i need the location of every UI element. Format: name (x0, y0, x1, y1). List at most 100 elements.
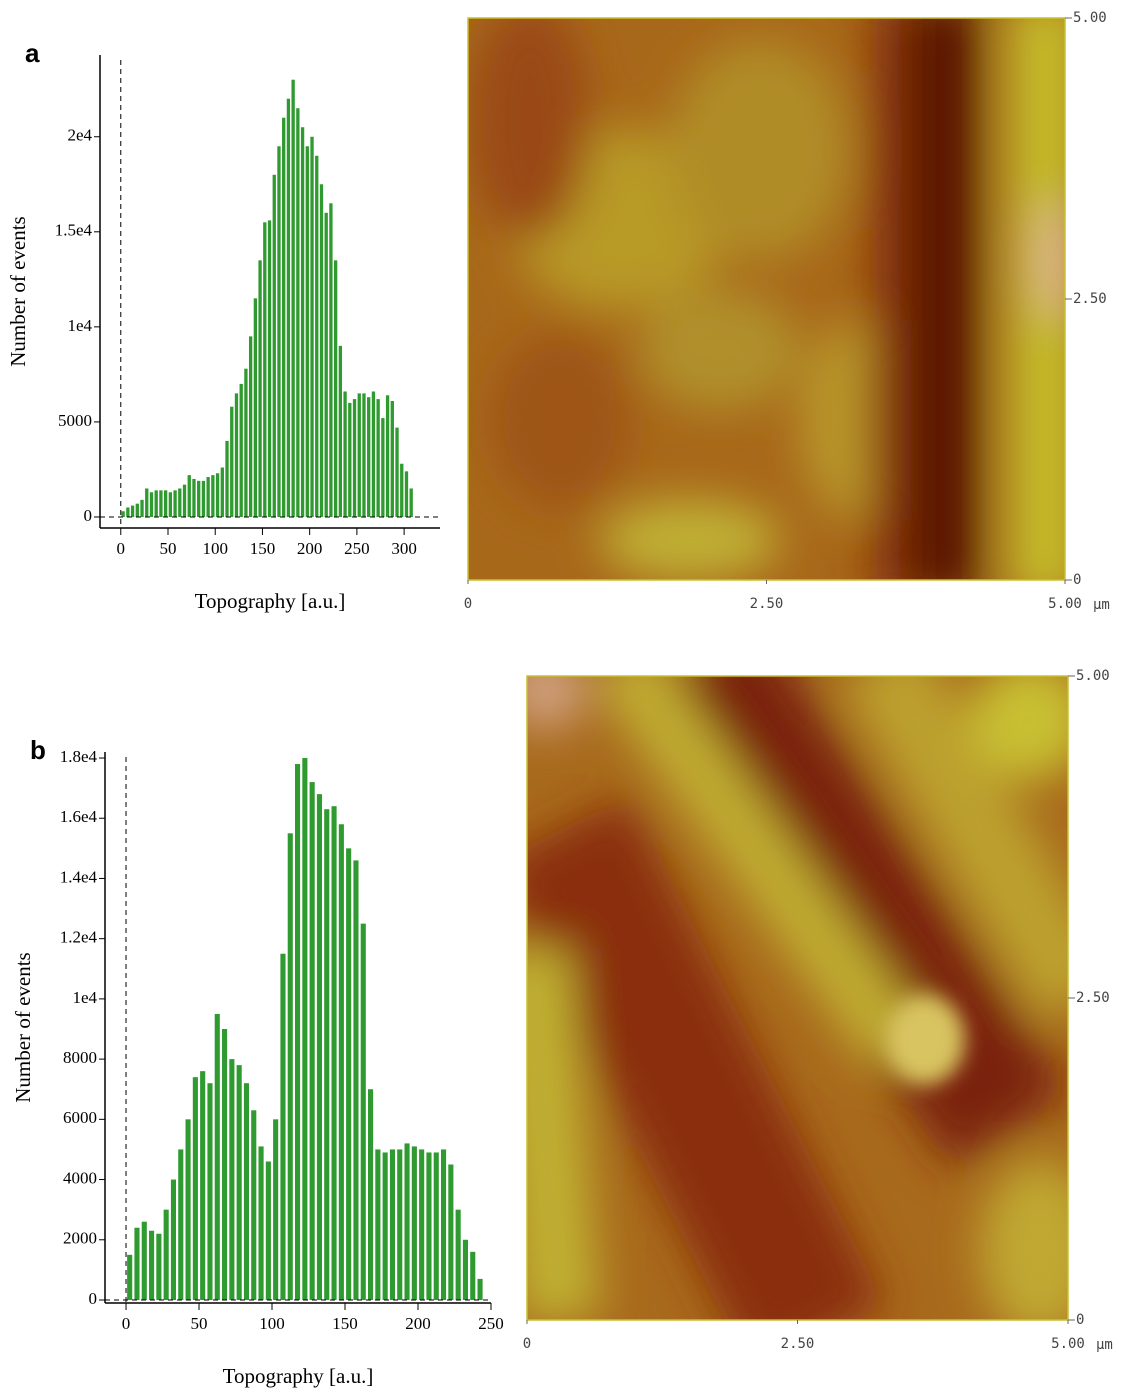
bar (207, 1083, 213, 1300)
bar (426, 1152, 432, 1300)
bar (215, 473, 220, 517)
bar (455, 1209, 461, 1300)
bar (267, 220, 272, 517)
afm-image-a (468, 18, 1065, 580)
bar (154, 490, 158, 517)
y-tick-label: 1.5e4 (55, 221, 93, 240)
y-tick-label: 1.6e4 (60, 807, 98, 826)
bar (263, 222, 267, 517)
bar (315, 155, 319, 517)
bar (300, 127, 305, 517)
y-tick-label: 6000 (63, 1108, 97, 1127)
x-tick-label: 50 (191, 1314, 208, 1333)
bar (265, 1161, 271, 1300)
y-tick-label: 5.00 (1076, 668, 1110, 684)
y-tick-label: 1e4 (67, 316, 92, 335)
bar (310, 136, 314, 517)
bar (316, 794, 323, 1300)
bar (225, 440, 229, 517)
x-unit: µm (1093, 597, 1110, 613)
y-tick-label: 5.00 (1073, 10, 1107, 26)
panel-label: a (25, 38, 40, 68)
bar (141, 1221, 147, 1300)
bar (222, 1029, 228, 1300)
bar (163, 1209, 169, 1300)
x-tick-label: 5.00 (1051, 1336, 1085, 1352)
bar (187, 475, 191, 517)
bar (206, 477, 210, 517)
bar (229, 1059, 235, 1300)
bar (273, 1119, 279, 1300)
y-tick-label: 8000 (63, 1048, 97, 1067)
bar (214, 1013, 220, 1300)
bar (230, 406, 234, 517)
bar (404, 471, 409, 517)
bar (397, 1149, 403, 1300)
bar (338, 345, 343, 517)
bar (197, 480, 201, 517)
afm-image-b (527, 676, 1068, 1320)
x-tick-label: 50 (160, 539, 177, 558)
bar (404, 1143, 410, 1300)
bar (333, 260, 338, 517)
x-tick-label: 250 (478, 1314, 504, 1333)
x-tick-label: 2.50 (750, 596, 784, 612)
bar (173, 490, 177, 517)
bar (258, 1146, 264, 1300)
x-tick-label: 0 (117, 539, 126, 558)
bar (211, 475, 215, 517)
bar (440, 1149, 447, 1300)
bar (470, 1251, 476, 1300)
bar (201, 480, 206, 517)
bar (324, 212, 328, 517)
x-axis-title: Topography [a.u.] (223, 1364, 374, 1388)
bar (360, 923, 366, 1300)
y-tick-label: 1e4 (72, 988, 97, 1007)
bar (411, 1146, 417, 1300)
bar (295, 764, 301, 1300)
bar (309, 782, 315, 1300)
bar (163, 490, 168, 517)
panel-label: b (30, 735, 46, 765)
bar (346, 848, 352, 1300)
bar (130, 505, 135, 517)
bar (385, 395, 390, 517)
y-tick-label: 2e4 (67, 126, 92, 145)
bar (329, 203, 333, 517)
bar (121, 511, 125, 517)
bar (286, 98, 291, 517)
y-tick-label: 5000 (58, 411, 92, 430)
bar (192, 478, 196, 517)
bar (448, 1164, 454, 1300)
bar (331, 806, 337, 1300)
bar (244, 368, 248, 517)
bar (296, 108, 300, 517)
y-tick-label: 4000 (63, 1168, 97, 1187)
bar (367, 397, 371, 517)
bar (134, 1227, 140, 1300)
bar (382, 1152, 388, 1300)
y-tick-label: 0 (84, 506, 93, 525)
x-tick-label: 5.00 (1048, 596, 1082, 612)
bar (400, 463, 404, 517)
bar (168, 492, 173, 517)
bar (338, 824, 344, 1300)
bar (272, 174, 276, 517)
bar (126, 507, 130, 517)
bar (305, 146, 309, 517)
bar (140, 499, 144, 517)
bar (409, 488, 413, 517)
y-tick-label: 2000 (63, 1229, 97, 1248)
bar (178, 488, 182, 517)
bar (251, 1110, 257, 1300)
bar (135, 503, 139, 517)
bar (282, 117, 286, 517)
bar (170, 1179, 177, 1300)
bar (324, 809, 330, 1300)
bar (348, 402, 352, 517)
y-axis-title: Number of events (11, 952, 35, 1102)
bar (375, 1149, 381, 1300)
y-tick-label: 2.50 (1076, 990, 1110, 1006)
y-tick-label: 1.2e4 (60, 928, 98, 947)
